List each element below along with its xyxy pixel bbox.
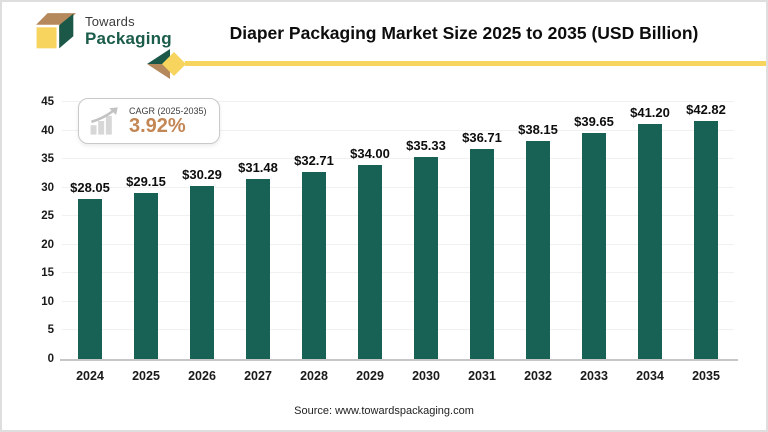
bar (358, 164, 382, 359)
bar-column: $36.71 (454, 102, 510, 359)
y-axis-tick-label: 40 (41, 124, 54, 137)
gridline (62, 101, 734, 102)
gridline (62, 158, 734, 160)
bar-column: $35.33 (398, 102, 454, 359)
gridline (62, 300, 734, 302)
y-axis-tick-label: 0 (47, 353, 54, 365)
bar-value-label: $29.15 (126, 173, 166, 189)
bar-column: $32.71 (286, 102, 342, 359)
x-axis-tick-label: 2024 (76, 369, 104, 383)
gridline (62, 243, 734, 245)
bar-value-label: $35.33 (406, 138, 446, 154)
x-axis-tick-label: 2035 (692, 369, 720, 383)
gridline (62, 186, 734, 188)
bar (134, 192, 158, 359)
bar-value-label: $42.82 (686, 102, 726, 117)
bar-column: $31.48 (230, 102, 286, 359)
y-axis-tick-label: 45 (41, 96, 54, 108)
brand-logo: Towards Packaging (35, 11, 172, 51)
bar (302, 172, 326, 359)
x-axis-tick-label: 2028 (300, 369, 328, 383)
bar (470, 149, 494, 359)
x-axis-tick-label: 2032 (524, 369, 552, 383)
bar-column: $34.00 (342, 102, 398, 359)
bar (78, 198, 102, 359)
x-axis-labels: 2024 2025 2026 2027 2028 2029 2030 2031 2032 2033… (62, 369, 734, 383)
bar (190, 186, 214, 359)
bar (414, 157, 438, 359)
bar-column: $39.65 (566, 102, 622, 359)
bar (246, 179, 270, 359)
bar-value-label: $36.71 (462, 130, 502, 146)
chart-title: Diaper Packaging Market Size 2025 to 203… (229, 23, 699, 43)
bar-value-label: $30.29 (182, 167, 222, 183)
x-axis-tick-label: 2026 (188, 369, 216, 383)
cagr-label: CAGR (2025-2035) (129, 105, 207, 116)
gridline (62, 272, 734, 274)
x-axis-tick-label: 2033 (580, 369, 608, 383)
growth-chart-icon (90, 107, 118, 135)
gridline (62, 215, 734, 217)
bar-column: $38.15 (510, 102, 566, 359)
y-axis-tick-label: 5 (47, 324, 54, 337)
bar-value-label: $32.71 (294, 153, 334, 169)
bar (638, 123, 662, 359)
bar-column: $29.15 (118, 102, 174, 359)
bar-column: $28.05 (62, 102, 118, 359)
bar-column: $30.29 (174, 102, 230, 359)
cagr-text: CAGR (2025-2035) 3.92% (129, 106, 207, 137)
gridline (62, 329, 734, 331)
brand-name-packaging: Packaging (85, 28, 172, 48)
bar-column: $42.82 (678, 102, 734, 359)
bar-value-label: $38.15 (518, 122, 558, 138)
y-axis-tick-label: 30 (41, 181, 54, 194)
x-axis-tick-label: 2030 (412, 369, 440, 383)
x-axis-tick-label: 2031 (468, 369, 496, 383)
bar-value-label: $28.05 (70, 179, 110, 195)
x-axis-tick-label: 2027 (244, 369, 272, 383)
cagr-badge: CAGR (2025-2035) 3.92% (78, 98, 220, 144)
x-axis-tick-label: 2034 (636, 369, 664, 383)
x-axis-tick-label: 2029 (356, 369, 384, 383)
source-text: Source: www.towardspackaging.com (294, 405, 474, 417)
x-axis-tick-label: 2025 (132, 369, 160, 383)
gridline (62, 129, 734, 131)
y-axis-tick-label: 10 (41, 295, 54, 308)
arrow-diamond-icon (147, 49, 186, 79)
bar-value-label: $31.48 (238, 160, 278, 176)
bar-value-label: $41.20 (630, 104, 670, 120)
y-axis-tick-label: 20 (41, 238, 54, 251)
bar-value-label: $39.65 (574, 113, 614, 129)
y-axis: 0 5 10 15 20 25 30 35 40 45 (2, 96, 54, 365)
bars-row: $28.05 $29.15 $30.29 $31.48 $32.71 $34.00 $35.… (62, 102, 734, 359)
bar (694, 121, 718, 359)
bar-value-label: $34.00 (350, 145, 390, 161)
bar (526, 141, 550, 359)
y-axis-tick-label: 25 (41, 210, 54, 223)
brand-name-towards: Towards (85, 13, 135, 29)
brand-cube-icon (36, 13, 76, 49)
bar (582, 132, 606, 359)
plot-area: $28.05 $29.15 $30.29 $31.48 $32.71 $34.00 $35.… (60, 101, 738, 361)
y-axis-tick-label: 15 (41, 267, 54, 280)
y-axis-tick-label: 35 (41, 153, 54, 166)
title-underline (185, 61, 766, 66)
cagr-value: 3.92% (129, 114, 186, 137)
bar-column: $41.20 (622, 102, 678, 359)
x-axis-line (60, 359, 738, 361)
brand-text: Towards Packaging (85, 14, 172, 49)
